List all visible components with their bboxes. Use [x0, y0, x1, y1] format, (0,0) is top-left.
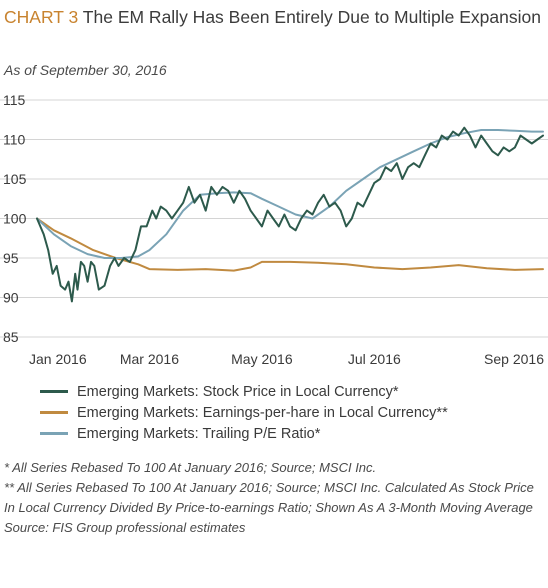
series-line-2 — [36, 129, 544, 259]
y-tick-label: 105 — [3, 171, 27, 187]
series-layer — [36, 126, 544, 303]
y-tick-label: 110 — [3, 132, 26, 148]
y-tick-label: 90 — [3, 290, 19, 306]
footnote: Source: FIS Group professional estimates — [4, 520, 246, 535]
x-tick-label: Sep 2016 — [484, 351, 544, 367]
y-tick-label: 100 — [3, 211, 27, 227]
legend-swatch — [40, 390, 68, 393]
series-line-0 — [36, 126, 544, 303]
tick-layer: 85 90 95 100 105 110 115 Jan 2016 Mar 2016 May 20… — [3, 92, 544, 367]
legend-item: Emerging Markets: Stock Price in Local C… — [40, 381, 448, 402]
chart-headline: The EM Rally Has Been Entirely Due to Mu… — [82, 7, 541, 27]
chart-subtitle: As of September 30, 2016 — [4, 62, 167, 78]
legend-item: Emerging Markets: Earnings-per-hare in L… — [40, 402, 448, 423]
x-tick-label: Mar 2016 — [120, 351, 179, 367]
legend-swatch — [40, 432, 68, 435]
line-chart: 85 90 95 100 105 110 115 Jan 2016 Mar 2016 May 20… — [0, 92, 548, 367]
legend-label: Emerging Markets: Stock Price in Local C… — [77, 383, 399, 400]
footnotes: * All Series Rebased To 100 At January 2… — [4, 458, 544, 538]
legend-label: Emerging Markets: Earnings-per-hare in L… — [77, 404, 448, 421]
x-tick-label: Jan 2016 — [29, 351, 87, 367]
legend: Emerging Markets: Stock Price in Local C… — [40, 381, 448, 444]
footnote: ** All Series Rebased To 100 At January … — [4, 480, 534, 515]
chart-number-label: CHART 3 — [4, 7, 79, 27]
grid-layer — [0, 99, 548, 338]
x-tick-label: Jul 2016 — [348, 351, 401, 367]
y-tick-label: 115 — [3, 92, 26, 108]
chart-title: CHART 3 The EM Rally Has Been Entirely D… — [4, 6, 544, 28]
series-line-1 — [36, 217, 544, 272]
legend-label: Emerging Markets: Trailing P/E Ratio* — [77, 425, 321, 442]
footnote: * All Series Rebased To 100 At January 2… — [4, 460, 377, 475]
y-tick-label: 85 — [3, 329, 19, 345]
legend-item: Emerging Markets: Trailing P/E Ratio* — [40, 423, 448, 444]
legend-swatch — [40, 411, 68, 414]
x-tick-label: May 2016 — [231, 351, 293, 367]
y-tick-label: 95 — [3, 250, 19, 266]
